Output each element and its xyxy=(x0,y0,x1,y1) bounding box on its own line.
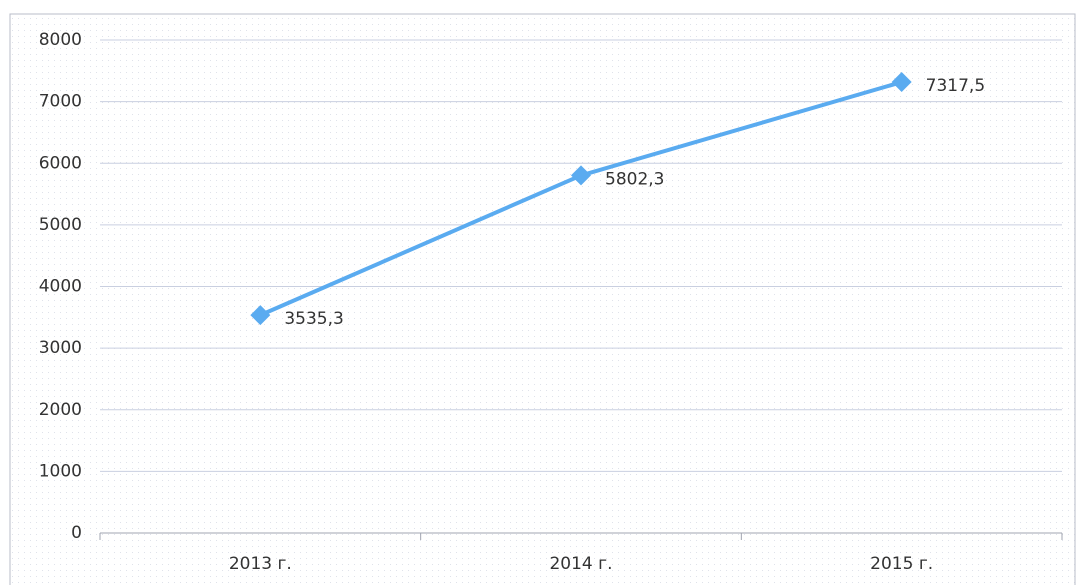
data-label: 5802,3 xyxy=(605,169,664,189)
y-tick-label: 6000 xyxy=(39,153,82,173)
x-tick-label: 2015 г. xyxy=(870,554,933,574)
x-tick-label: 2013 г. xyxy=(229,554,292,574)
y-tick-label: 2000 xyxy=(39,400,82,420)
y-tick-label: 0 xyxy=(71,523,82,543)
chart-frame xyxy=(9,13,1076,585)
data-marker xyxy=(571,165,591,186)
data-label: 7317,5 xyxy=(926,76,985,96)
data-marker xyxy=(891,72,912,93)
y-tick-label: 5000 xyxy=(39,215,82,235)
y-tick-label: 7000 xyxy=(39,92,82,112)
y-tick-label: 3000 xyxy=(39,338,82,358)
y-tick-label: 8000 xyxy=(39,30,82,50)
y-tick-label: 1000 xyxy=(39,461,82,481)
y-tick-label: 4000 xyxy=(39,277,82,297)
data-label: 3535,3 xyxy=(284,309,343,329)
x-tick-label: 2014 г. xyxy=(549,554,612,574)
data-marker xyxy=(250,305,271,326)
